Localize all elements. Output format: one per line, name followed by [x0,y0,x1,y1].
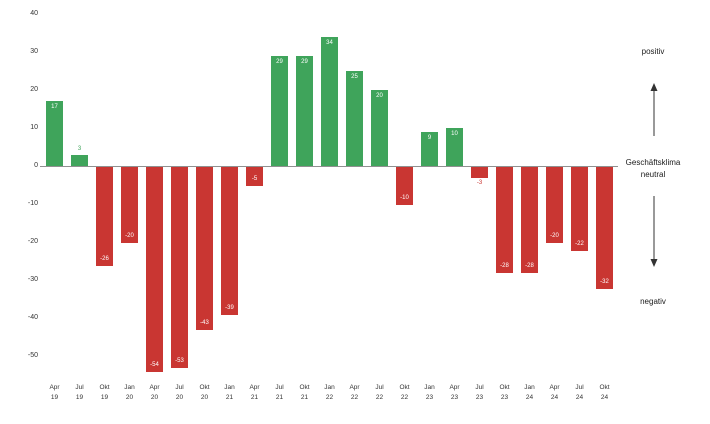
x-tick-label: Apr 19 [49,384,60,402]
bar-value-label: -5 [251,176,258,182]
bar [121,167,138,243]
x-tick-label: Jul 22 [375,384,384,402]
bar-value-label: 9 [427,134,432,141]
bar-value-label: -3 [476,180,483,187]
x-tick-label: Okt 22 [399,384,410,402]
bar [446,128,463,166]
positive-region-label: positiv [641,47,665,56]
bar-value-label: -26 [100,255,109,262]
bar [146,167,163,373]
bar [196,167,213,331]
bar [496,167,513,274]
bar-value-label: -43 [200,320,209,327]
x-tick-label: Okt 19 [99,384,110,402]
x-tick-label: Jan 20 [124,384,135,402]
bar-value-label: -28 [500,263,509,270]
x-tick-label: Jul 23 [475,384,484,402]
bar [571,167,588,251]
y-tick-label: 30 [30,48,38,55]
y-tick-label: 20 [30,86,38,93]
bar-value-label: -54 [150,362,159,369]
bar [171,167,188,369]
bar-value-label: -20 [550,233,559,239]
bar [546,167,563,243]
x-tick-label: Apr 23 [449,384,460,402]
bar [271,55,288,166]
x-tick-label: Jan 21 [224,384,235,402]
bar-value-label: 25 [351,74,358,80]
bar [321,36,338,166]
x-tick-label: Jan 24 [524,384,535,402]
arrow-up-icon [650,83,658,136]
x-tick-label: Jul 21 [275,384,284,402]
neutral-region-label-line2: neutral [640,170,666,179]
y-tick-label: -20 [27,238,38,245]
x-tick-label: Apr 20 [149,384,160,402]
bar [221,167,238,316]
x-tick-label: Apr 22 [349,384,360,402]
bar [71,154,88,166]
bar-value-label: 20 [376,93,383,99]
bar [471,167,488,179]
bar-value-label: 29 [276,58,283,65]
zero-axis-line [40,166,618,167]
x-tick-label: Okt 21 [299,384,310,402]
y-tick-label: 40 [30,10,38,17]
neutral-region-label-line1: Geschäftsklima [625,158,681,167]
bar [396,167,413,205]
x-tick-label: Apr 24 [549,384,560,402]
x-tick-label: Jul 19 [75,384,84,402]
y-tick-label: -30 [27,276,38,283]
bar-value-label: 17 [51,104,58,111]
bar-value-label: 3 [77,145,82,152]
bar-value-label: -28 [525,263,534,270]
y-tick-label: 0 [34,162,38,169]
x-tick-label: Jul 24 [575,384,584,402]
x-tick-label: Okt 20 [199,384,210,402]
bar [421,131,438,166]
x-tick-label: Okt 23 [499,384,510,402]
bar [521,167,538,274]
y-tick-label: 10 [30,124,38,131]
bar-value-label: -10 [400,195,409,201]
bar-value-label: 29 [301,58,308,65]
bar [46,101,63,166]
neutral-region-label: Geschäftsklima neutral [600,157,706,181]
bar-value-label: -53 [175,358,184,365]
y-tick-label: -10 [27,200,38,207]
bar-value-label: -20 [125,233,134,239]
bar [596,167,613,289]
bar-value-label: 34 [326,39,333,46]
bar-value-label: -32 [600,278,609,285]
x-tick-label: Apr 21 [249,384,260,402]
bar [371,90,388,166]
x-tick-label: Jan 23 [424,384,435,402]
negative-region-label: negativ [640,297,666,306]
x-tick-label: Okt 24 [599,384,610,402]
bar [346,71,363,166]
bar [296,55,313,166]
bar-value-label: 10 [451,131,458,137]
x-tick-label: Jan 22 [324,384,335,402]
bar [96,167,113,266]
y-tick-label: -50 [27,352,38,359]
y-tick-label: -40 [27,314,38,321]
bar-value-label: -22 [575,240,584,247]
bar [246,167,263,186]
x-tick-label: Jul 20 [175,384,184,402]
bar-value-label: -39 [225,305,234,312]
arrow-down-icon [650,196,658,267]
